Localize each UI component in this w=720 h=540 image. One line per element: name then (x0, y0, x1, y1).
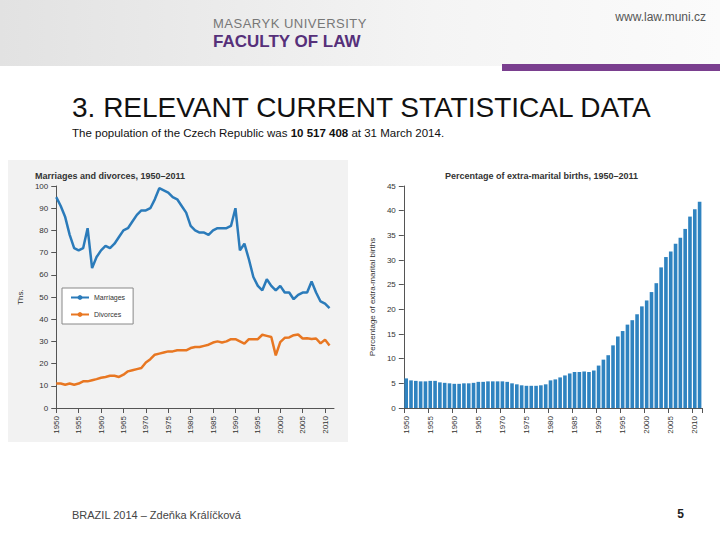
svg-text:1955: 1955 (426, 415, 435, 433)
html-text:3. RELEVANT CURRENT STATISTICA: 3. RELEVANT CURRENT STATISTICAL DATA (72, 92, 651, 123)
svg-text:90: 90 (39, 204, 48, 213)
svg-text:0: 0 (391, 404, 396, 413)
svg-text:100: 100 (35, 182, 49, 191)
svg-text:40: 40 (387, 206, 396, 215)
svg-text:5: 5 (391, 379, 396, 388)
svg-text:70: 70 (39, 248, 48, 257)
svg-text:25: 25 (387, 280, 396, 289)
svg-text:1970: 1970 (498, 415, 507, 433)
svg-text:2000: 2000 (642, 415, 651, 433)
svg-text:1960: 1960 (97, 415, 106, 433)
svg-text:10: 10 (387, 354, 396, 363)
svg-text:Percentage of extra-marital bi: Percentage of extra-marital births, 1950… (445, 171, 638, 181)
svg-text:2005: 2005 (666, 415, 675, 433)
svg-text:60: 60 (39, 270, 48, 279)
svg-text:2000: 2000 (276, 415, 285, 433)
html-text:www.law.muni.cz: www.law.muni.cz (615, 10, 706, 24)
svg-text:1950: 1950 (402, 415, 411, 433)
svg-text:1995: 1995 (253, 415, 262, 433)
html-text:MASARYK UNIVERSITY: MASARYK UNIVERSITY (213, 16, 367, 31)
svg-text:50: 50 (39, 293, 48, 302)
svg-text:1960: 1960 (450, 415, 459, 433)
svg-text:1975: 1975 (164, 415, 173, 433)
svg-text:15: 15 (387, 330, 396, 339)
svg-text:Ths.: Ths. (16, 289, 25, 305)
svg-text:1990: 1990 (594, 415, 603, 433)
svg-text:1965: 1965 (119, 415, 128, 433)
svg-text:1950: 1950 (52, 415, 61, 433)
svg-text:0: 0 (44, 404, 49, 413)
svg-text:1955: 1955 (74, 415, 83, 433)
svg-text:1965: 1965 (474, 415, 483, 433)
html-text:5: 5 (677, 507, 684, 521)
svg-text:1980: 1980 (186, 415, 195, 433)
svg-text:45: 45 (387, 182, 396, 191)
html-text:BRAZIL 2014 – Zdeňka Králíčkov: BRAZIL 2014 – Zdeňka Králíčková (72, 509, 241, 521)
svg-text:2010: 2010 (690, 415, 699, 433)
svg-text:1985: 1985 (570, 415, 579, 433)
svg-text:1990: 1990 (231, 415, 240, 433)
svg-text:35: 35 (387, 231, 396, 240)
svg-text:20: 20 (387, 305, 396, 314)
svg-text:Divorces: Divorces (94, 311, 122, 318)
svg-text:2005: 2005 (298, 415, 307, 433)
svg-text:1970: 1970 (141, 415, 150, 433)
svg-text:30: 30 (39, 337, 48, 346)
svg-text:1975: 1975 (522, 415, 531, 433)
svg-text:Marriages and divorces, 1950–2: Marriages and divorces, 1950–2011 (35, 171, 185, 181)
svg-text:Percentage of extra-marital bi: Percentage of extra-marital births (368, 238, 377, 356)
svg-text:40: 40 (39, 315, 48, 324)
svg-text:10: 10 (39, 381, 48, 390)
svg-text:1995: 1995 (618, 415, 627, 433)
svg-text:1985: 1985 (209, 415, 218, 433)
svg-text:2010: 2010 (321, 415, 330, 433)
svg-text:Marriages: Marriages (94, 294, 126, 302)
svg-text:20: 20 (39, 359, 48, 368)
svg-text:30: 30 (387, 256, 396, 265)
svg-text:1980: 1980 (546, 415, 555, 433)
html-text:FACULTY OF LAW: FACULTY OF LAW (213, 32, 361, 51)
svg-text:80: 80 (39, 226, 48, 235)
html-text:The population of the Czech Re: The population of the Czech Republic was… (72, 127, 445, 139)
